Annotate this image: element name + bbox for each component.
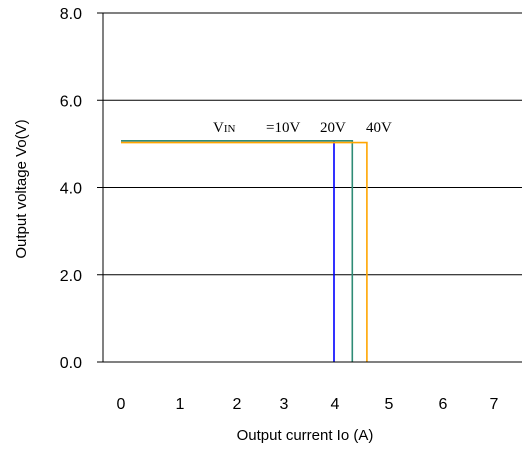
y-tick-label: 0.0 [60,355,82,372]
y-tick-label: 6.0 [60,93,82,110]
y-tick-label: 2.0 [60,268,82,285]
y-axis-title: Output voltage Vo(V) [13,119,30,258]
vin-label: VIN [213,120,236,136]
x-tick-label: 5 [385,396,394,413]
vin-annotation: VIN =10V 20V 40V [213,120,392,136]
y-tick-label: 4.0 [60,181,82,198]
vin-10v-label: =10V [266,120,300,136]
vin-20v-label: 20V [320,120,346,136]
x-axis-title: Output current Io (A) [237,427,374,444]
x-tick-label: 7 [490,396,499,413]
x-tick-label: 2 [233,396,242,413]
x-tick-label: 6 [439,396,448,413]
series-line-40v [121,141,368,362]
grid-layer [103,99,522,276]
series-line-20v [121,140,354,362]
x-tick-label: 4 [331,396,340,413]
y-tick-label: 8.0 [60,6,82,23]
x-tick-label: 3 [280,396,289,413]
series-line-10v [121,140,335,362]
x-tick-label: 0 [117,396,126,413]
tick-layer: 0.0 2.0 4.0 6.0 8.0 0 1 2 3 4 5 6 7 [60,6,499,413]
series-layer [121,140,368,362]
x-tick-label: 1 [176,396,185,413]
vin-40v-label: 40V [366,120,392,136]
